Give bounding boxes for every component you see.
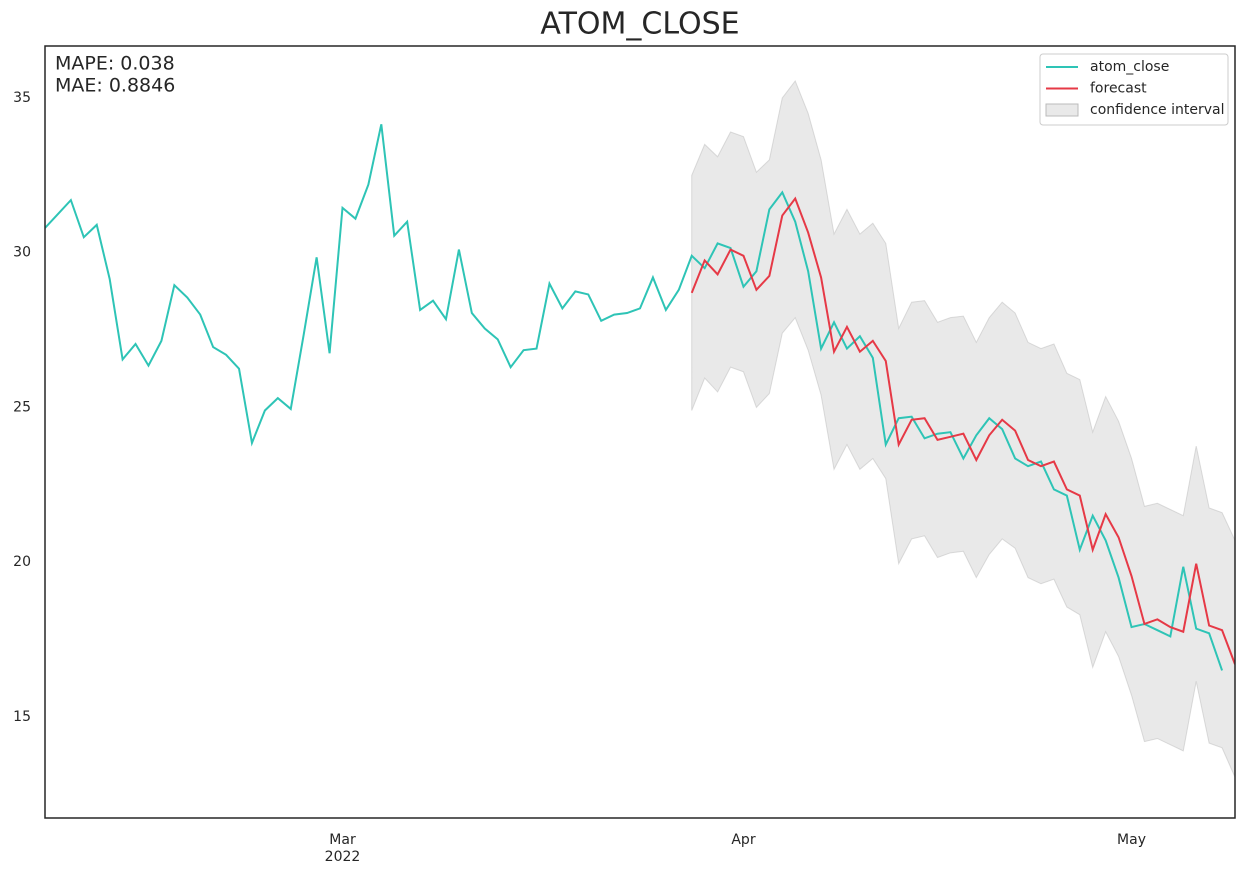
y-tick-label: 25: [13, 399, 31, 415]
line-series: [690, 196, 1235, 665]
annotation: MAPE: 0.038: [55, 53, 175, 75]
x-tick-label-line: May: [1117, 832, 1146, 848]
legend-swatch: [1045, 103, 1079, 117]
chart-title: ATOM_CLOSE: [540, 7, 739, 42]
x-tick-label-line: Mar: [329, 832, 356, 848]
legend-label: atom_close: [1090, 59, 1169, 75]
y-tick-label: 15: [13, 709, 31, 725]
y-tick-label: 30: [13, 245, 31, 261]
x-tick-label: Mar 2022: [325, 832, 361, 865]
x-tick-label-line: 2022: [325, 849, 361, 865]
plot-frame: [44, 45, 1236, 819]
y-tick-label: 20: [13, 554, 31, 570]
legend-label: forecast: [1090, 81, 1147, 97]
legend-label: confidence interval: [1090, 102, 1224, 118]
legend-box: [1039, 53, 1229, 126]
x-tick-label-line: Apr: [731, 832, 755, 848]
annotation: MAE: 0.8846: [55, 75, 175, 97]
y-tick-label: 35: [13, 90, 31, 106]
x-tick-label: May: [1117, 832, 1146, 848]
confidence-band: [691, 79, 1235, 778]
x-tick-label: Apr: [731, 832, 755, 848]
line-series: [45, 124, 1224, 671]
